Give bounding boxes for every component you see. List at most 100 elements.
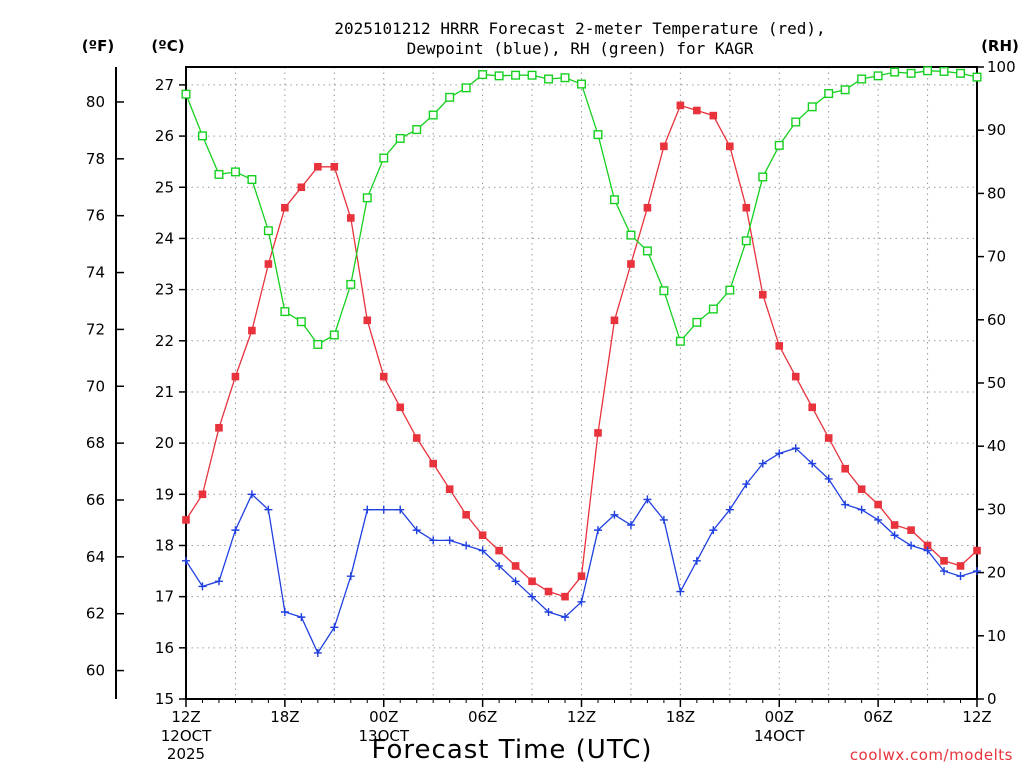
- fahrenheit-unit-label: (ºF): [82, 37, 114, 55]
- rh-point: [494, 71, 504, 81]
- dewpoint-point: [363, 505, 372, 514]
- rh-tick-label: 10: [987, 627, 1006, 645]
- dewpoint-point: [429, 536, 438, 545]
- temperature-point: [330, 162, 339, 171]
- temperature-point: [907, 526, 915, 534]
- rh-unit-label: (RH): [981, 37, 1019, 55]
- fahrenheit-tick-label: 60: [86, 662, 105, 680]
- dewpoint-point: [643, 495, 652, 504]
- rh-point: [230, 167, 240, 177]
- dewpoint-point: [214, 577, 223, 586]
- dewpoint-point: [725, 505, 734, 514]
- temperature-point: [478, 531, 487, 540]
- rh-point: [725, 285, 735, 295]
- temperature-point: [363, 316, 372, 325]
- temperature-point: [379, 372, 388, 381]
- temperature-point: [231, 372, 240, 381]
- dewpoint-point: [874, 515, 883, 524]
- fahrenheit-tick-label: 76: [86, 207, 105, 225]
- series-line-dewpoint: [185, 447, 978, 655]
- temperature-point: [462, 510, 470, 519]
- temperature-point: [890, 521, 899, 529]
- dewpoint-point: [841, 500, 850, 509]
- rh-point: [692, 317, 702, 327]
- temperature-point: [808, 403, 817, 412]
- rh-point: [972, 72, 982, 82]
- dewpoint-point: [297, 613, 306, 622]
- x-tick-label: 12Z: [171, 708, 200, 726]
- dewpoint-point: [544, 608, 553, 617]
- temperature-point: [758, 290, 767, 299]
- dewpoint-point: [940, 567, 949, 576]
- rh-point: [461, 83, 471, 93]
- dewpoint-point: [808, 459, 817, 468]
- rh-point: [412, 125, 422, 135]
- rh-point: [577, 79, 587, 89]
- rh-tick-label: 0: [987, 690, 997, 708]
- dewpoint-point: [264, 505, 273, 514]
- rh-point: [708, 304, 718, 314]
- x-tick-label: 12Z: [962, 708, 991, 726]
- dewpoint-point: [742, 480, 751, 489]
- temperature-point: [594, 429, 602, 437]
- temperature-point: [511, 562, 520, 570]
- dewpoint-point: [923, 546, 932, 555]
- temperature-point: [627, 260, 635, 268]
- rh-point: [642, 246, 652, 256]
- dewpoint-point: [528, 592, 537, 601]
- temperature-point: [412, 434, 421, 442]
- fahrenheit-tick-label: 70: [86, 377, 105, 395]
- rh-point: [807, 102, 817, 112]
- fahrenheit-tick-label: 62: [86, 605, 105, 623]
- temperature-point: [956, 562, 965, 570]
- temperature-point: [660, 142, 668, 151]
- temperature-point: [544, 587, 553, 596]
- x-tick-label: 06Z: [468, 708, 497, 726]
- temperature-point: [182, 516, 190, 524]
- dewpoint-point: [610, 510, 619, 519]
- rh-point: [395, 133, 405, 143]
- celsius-tick-label: 15: [155, 690, 174, 708]
- fahrenheit-tick-label: 72: [86, 320, 105, 338]
- temperature-point: [528, 577, 536, 586]
- fahrenheit-tick-label: 78: [86, 150, 105, 168]
- temperature-point: [445, 485, 454, 493]
- rh-point: [428, 110, 438, 120]
- dewpoint-point: [709, 526, 718, 535]
- temperature-point: [264, 260, 273, 268]
- rh-point: [296, 317, 306, 327]
- dewpoint-point: [791, 444, 800, 453]
- dewpoint-point: [775, 449, 784, 458]
- rh-point: [873, 71, 883, 81]
- temperature-point: [577, 572, 586, 580]
- x-tick-sublabel: 2025: [167, 745, 205, 763]
- fahrenheit-tick-label: 74: [86, 264, 105, 282]
- dewpoint-point: [330, 623, 339, 632]
- rh-point: [593, 130, 603, 140]
- rh-point: [791, 117, 801, 127]
- rh-tick-label: 70: [987, 248, 1006, 266]
- dewpoint-point: [593, 526, 602, 535]
- chart-title-line-2: Dewpoint (blue), RH (green) for KAGR: [407, 39, 754, 58]
- x-tick-label: 00Z: [765, 708, 794, 726]
- x-tick-label: 06Z: [863, 708, 892, 726]
- fahrenheit-tick-label: 66: [86, 491, 105, 509]
- fahrenheit-tick-label: 80: [86, 93, 105, 111]
- temperature-point: [742, 203, 751, 212]
- rh-point: [939, 66, 949, 76]
- dewpoint-point: [956, 572, 965, 581]
- dewpoint-point: [396, 505, 405, 514]
- temperature-point: [429, 459, 437, 468]
- celsius-tick-label: 25: [155, 178, 174, 196]
- series-line-temperature: [185, 104, 978, 598]
- dewpoint-point: [445, 536, 454, 545]
- dewpoint-point: [280, 608, 289, 617]
- rh-point: [758, 172, 768, 182]
- celsius-tick-label: 17: [155, 588, 174, 606]
- rh-point: [675, 336, 685, 346]
- rh-tick-label: 80: [987, 184, 1006, 202]
- temperature-point: [314, 162, 322, 171]
- dewpoint-point: [692, 556, 701, 565]
- rh-tick-label: 100: [987, 58, 1016, 76]
